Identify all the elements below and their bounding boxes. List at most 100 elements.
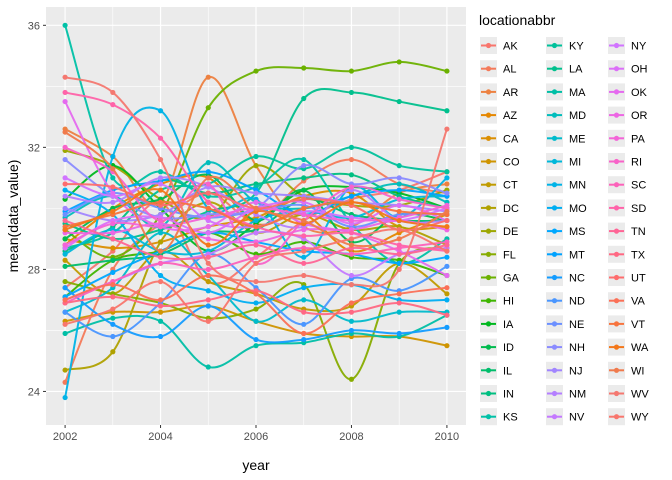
data-point — [253, 278, 259, 285]
data-point — [444, 242, 450, 248]
series-line — [64, 131, 448, 253]
data-point — [348, 318, 355, 324]
legend-label: AR — [503, 87, 518, 99]
legend-label: MI — [569, 157, 581, 169]
data-point — [444, 272, 450, 279]
legend-label: WV — [631, 389, 649, 401]
legend-item-la: LA — [546, 60, 583, 78]
legend-item-id: ID — [480, 338, 514, 356]
legend-key-point — [551, 390, 558, 397]
data-point — [157, 239, 164, 245]
legend-item-sc: SC — [608, 176, 646, 194]
legend-label: OK — [631, 87, 648, 99]
data-point — [301, 205, 307, 211]
legend-key-point — [551, 344, 558, 350]
data-point — [157, 199, 164, 205]
legend-title: locationabbr — [479, 12, 556, 28]
legend-label: IN — [503, 389, 514, 401]
data-point — [301, 248, 307, 254]
x-tick-label: 2002 — [53, 431, 77, 443]
legend-item-va: VA — [608, 292, 646, 310]
legend-item-co: CO — [480, 153, 520, 170]
data-point — [301, 187, 307, 193]
data-point — [62, 278, 68, 285]
series-wv — [62, 74, 450, 288]
data-point — [110, 184, 116, 190]
legend-label: NV — [569, 412, 585, 424]
legend-key-point — [613, 89, 620, 95]
data-point — [62, 394, 68, 401]
data-point — [110, 333, 116, 340]
data-point — [110, 199, 116, 205]
legend-label: TX — [631, 249, 646, 261]
legend-label: FL — [503, 249, 516, 261]
legend-item-hi: HI — [480, 292, 514, 310]
data-point — [205, 105, 211, 111]
data-point — [348, 217, 355, 224]
legend-item-al: AL — [480, 60, 516, 78]
legend-label: MO — [569, 203, 587, 215]
x-tick-label: 2008 — [339, 431, 363, 443]
legend-label: MN — [569, 180, 586, 192]
legend-key-point — [485, 89, 492, 95]
data-point — [253, 336, 259, 343]
data-point — [205, 181, 211, 187]
legend-key-point — [613, 112, 620, 118]
legend-key-point — [485, 344, 492, 350]
legend-item-ky: KY — [546, 37, 584, 54]
data-point — [444, 343, 450, 349]
y-tick-label: 36 — [28, 20, 40, 32]
data-point — [157, 248, 164, 254]
data-point — [301, 285, 307, 291]
legend-label: DE — [503, 226, 518, 238]
data-point — [157, 260, 164, 266]
data-point — [396, 187, 402, 193]
data-point — [348, 199, 355, 205]
data-point — [396, 202, 402, 208]
legend-key-point — [485, 390, 492, 397]
legend-key-point — [613, 251, 620, 257]
legend-key-point — [613, 298, 620, 304]
legend-key-point — [613, 274, 620, 281]
data-point — [444, 169, 450, 175]
legend-key-point — [613, 42, 620, 49]
data-point — [348, 272, 355, 279]
legend-label: IA — [503, 319, 514, 331]
legend-item-mn: MN — [546, 176, 586, 194]
data-point — [301, 175, 307, 181]
data-point — [157, 181, 164, 187]
legend-item-me: ME — [546, 129, 586, 147]
legend-key-point — [485, 182, 492, 188]
data-point — [301, 217, 307, 224]
legend-label: MS — [569, 226, 586, 238]
data-point — [110, 208, 116, 215]
legend-label: CO — [503, 157, 520, 169]
legend-label: NE — [569, 319, 584, 331]
data-point — [396, 208, 402, 215]
data-point — [205, 364, 211, 370]
data-point — [253, 68, 259, 74]
legend-label: NY — [631, 41, 647, 53]
legend-key-point — [613, 158, 620, 165]
data-point — [396, 59, 402, 65]
legend-item-oh: OH — [608, 60, 648, 78]
legend-label: GA — [503, 273, 520, 285]
data-point — [62, 89, 68, 96]
legend-item-mo: MO — [546, 199, 587, 217]
data-point — [253, 254, 259, 260]
data-point — [301, 297, 307, 303]
legend-label: MT — [569, 249, 585, 261]
axes: 24 28 32 36 2002 2004 2006 2008 2010 — [28, 20, 459, 443]
data-point — [444, 217, 450, 224]
data-point — [110, 230, 116, 236]
legend-label: DC — [503, 203, 519, 215]
data-point — [205, 224, 211, 230]
data-point — [253, 318, 259, 324]
data-point — [253, 260, 259, 266]
legend-label: KY — [569, 41, 584, 53]
data-point — [62, 205, 68, 211]
data-point — [62, 285, 68, 291]
legend-key-point — [551, 228, 558, 234]
legend-item-ia: IA — [480, 315, 514, 333]
data-point — [157, 175, 164, 181]
